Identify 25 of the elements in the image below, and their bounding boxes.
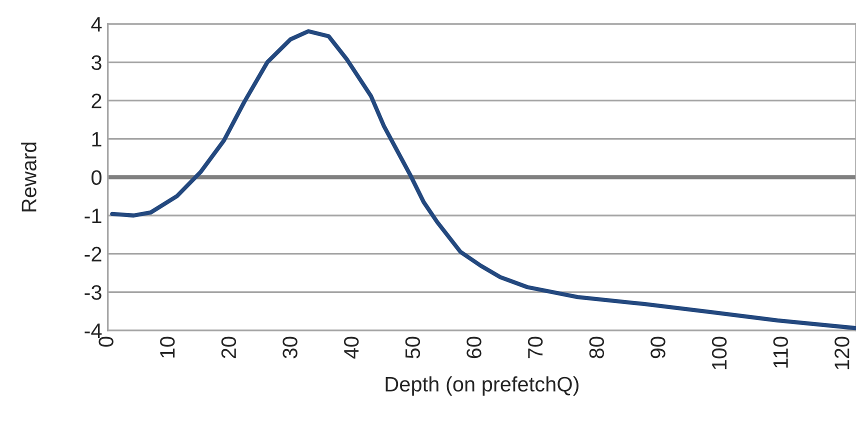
x-tick-label: 80 (589, 336, 604, 358)
x-tick-label: 60 (466, 336, 482, 358)
y-tick-label: -4 (84, 324, 102, 338)
y-tick-label: 1 (92, 132, 102, 146)
x-axis-title: Depth (on prefetchQ) (386, 376, 578, 396)
x-tick-label: 0 (98, 336, 114, 347)
y-axis-title: Reward (21, 142, 36, 212)
x-tick-label: 110 (773, 336, 788, 368)
y-tick-label: 3 (92, 55, 102, 70)
line-series (110, 29, 856, 330)
y-tick-label: -2 (84, 246, 102, 262)
x-tick-label: 120 (834, 336, 850, 370)
y-tick-label: -1 (84, 208, 102, 224)
x-tick-label: 40 (344, 336, 359, 359)
y-tick-label: 0 (92, 170, 102, 185)
x-tick-label: 100 (712, 336, 727, 370)
x-tick-label: 50 (405, 336, 420, 358)
y-tick-label: -3 (84, 285, 102, 300)
x-tick-label: 10 (160, 336, 175, 358)
y-tick-label: 2 (92, 94, 102, 108)
x-tick-label: 30 (282, 336, 298, 358)
y-tick-label: 4 (91, 17, 102, 32)
x-tick-label: 20 (221, 336, 236, 358)
x-tick-label: 70 (528, 336, 543, 358)
x-tick-label: 90 (650, 336, 666, 358)
